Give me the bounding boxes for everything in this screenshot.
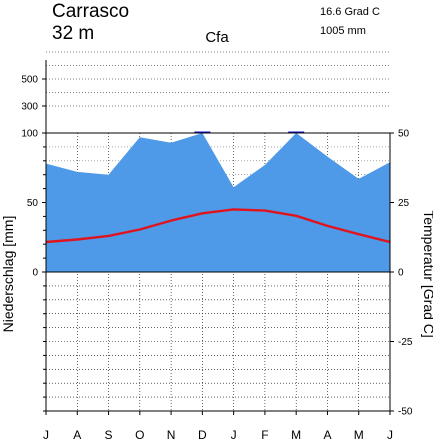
climate-class: Cfa <box>205 29 229 46</box>
station-elevation: 32 m <box>52 23 94 44</box>
month-label: A <box>73 428 81 440</box>
left-tick-label: 100 <box>21 129 38 140</box>
right-tick-label: 25 <box>398 198 410 209</box>
tick-labels: 0 50 100 300 500 50 25 0 -25 -50 <box>21 75 413 418</box>
month-label: O <box>135 428 144 440</box>
month-label: M <box>354 428 364 440</box>
temperature-line-group <box>45 208 391 244</box>
left-axis-label: Niederschlag [mm] <box>0 216 16 333</box>
annual-precipitation: 1005 mm <box>320 25 366 37</box>
station-name: Carrasco <box>52 1 129 22</box>
left-tick-label: 0 <box>32 268 38 279</box>
right-tick-label: 0 <box>398 268 404 279</box>
precipitation-area-group <box>46 131 390 272</box>
precipitation-area <box>46 133 390 272</box>
right-tick-label: 50 <box>398 129 410 140</box>
right-axis-label: Temperatur [Grad C] <box>421 210 433 338</box>
left-tick-label: 500 <box>21 75 38 86</box>
month-label: D <box>198 428 207 440</box>
month-label: S <box>105 428 113 440</box>
month-label: A <box>323 428 331 440</box>
month-label: J <box>387 428 393 440</box>
month-label: F <box>261 428 268 440</box>
left-tick-label: 50 <box>27 198 39 209</box>
left-tick-label: 300 <box>21 102 38 113</box>
mean-temperature: 16.6 Grad C <box>320 6 380 18</box>
temperature-line <box>45 208 391 244</box>
month-label: M <box>291 428 301 440</box>
axes <box>42 60 394 415</box>
month-label: J <box>43 428 49 440</box>
month-label: J <box>231 428 237 440</box>
right-tick-label: -50 <box>398 407 413 418</box>
month-label: N <box>167 428 176 440</box>
right-tick-label: -25 <box>398 337 413 348</box>
